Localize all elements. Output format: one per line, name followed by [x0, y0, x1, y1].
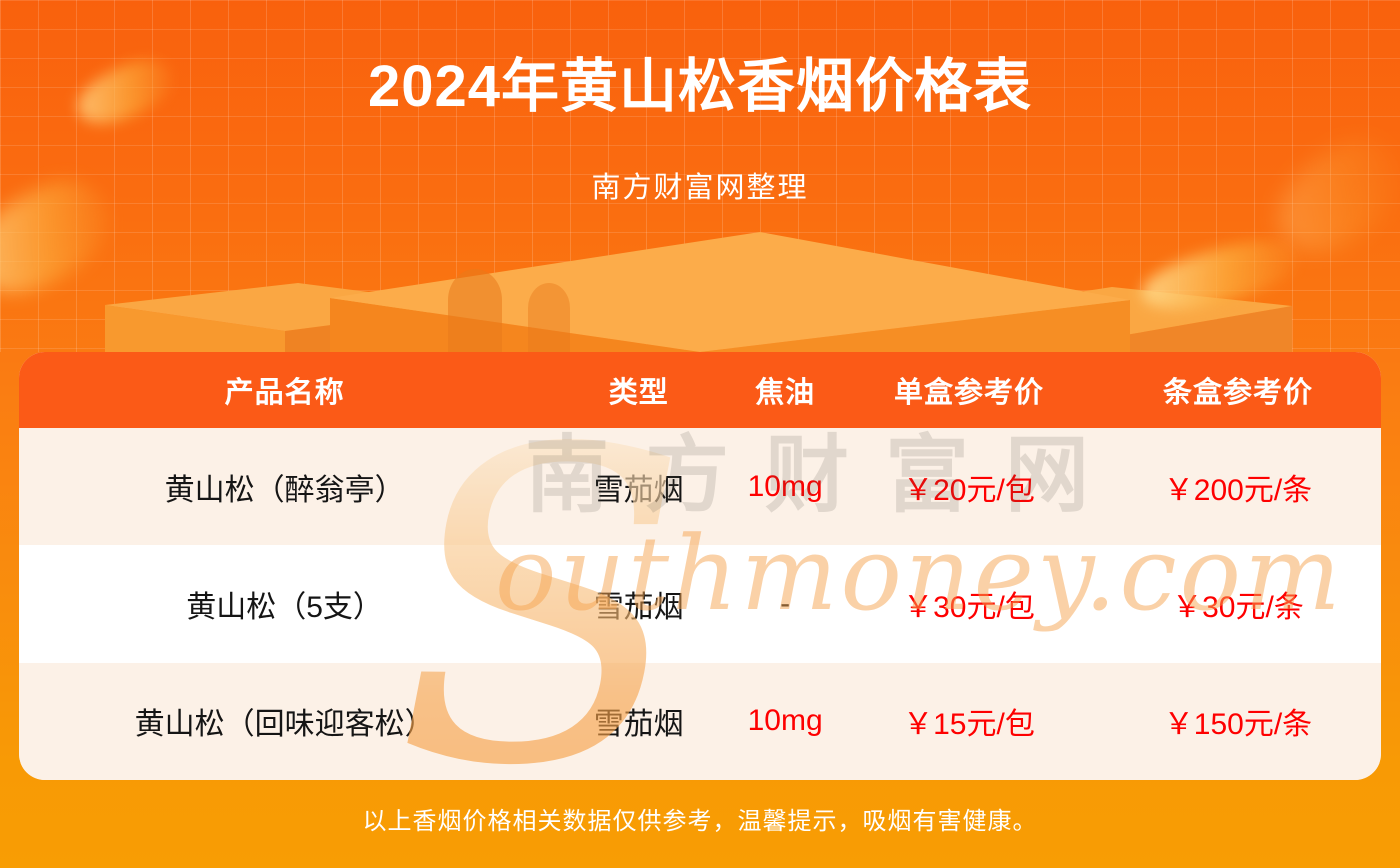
- cell-tar: 10mg: [747, 469, 823, 503]
- cell-type: 雪茄烟: [593, 590, 684, 624]
- cell-carton-price: ￥30元/条: [1172, 590, 1304, 624]
- col-header-type: 类型: [608, 377, 669, 409]
- cell-carton-price: ￥200元/条: [1163, 473, 1313, 507]
- cell-tar: 10mg: [747, 704, 823, 738]
- center-box-top: [330, 232, 1130, 352]
- table-row: 黄山松（醉翁亭） 雪茄烟 10mg ￥20元/包 ￥200元/条: [19, 428, 1381, 546]
- cell-product-name: 黄山松（5支）: [186, 590, 383, 624]
- page-subtitle: 南方财富网整理: [591, 172, 809, 204]
- cell-type: 雪茄烟: [593, 708, 684, 742]
- arch-window-small: [528, 283, 570, 352]
- table-row: 黄山松（5支） 雪茄烟 - ￥30元/包 ￥30元/条: [19, 545, 1381, 663]
- table-header-row: 产品名称 类型 焦油 单盒参考价 条盒参考价: [19, 352, 1381, 428]
- cell-tar: -: [780, 586, 791, 620]
- arch-window-large: [448, 269, 502, 352]
- cell-pack-price: ￥15元/包: [903, 708, 1035, 742]
- cell-pack-price: ￥20元/包: [903, 473, 1035, 507]
- cell-product-name: 黄山松（回味迎客松）: [134, 708, 435, 742]
- table-row: 黄山松（回味迎客松） 雪茄烟 10mg ￥15元/包 ￥150元/条: [19, 662, 1381, 780]
- col-header-pack-price: 单盒参考价: [893, 377, 1044, 409]
- cell-carton-price: ￥150元/条: [1163, 708, 1313, 742]
- col-header-product-name: 产品名称: [224, 377, 345, 409]
- cell-product-name: 黄山松（醉翁亭）: [164, 473, 405, 507]
- footer-note: 以上香烟价格相关数据仅供参考，温馨提示，吸烟有害健康。: [362, 808, 1038, 835]
- cell-pack-price: ￥30元/包: [903, 590, 1035, 624]
- col-header-tar: 焦油: [755, 377, 816, 409]
- page-title: 2024年黄山松香烟价格表: [367, 54, 1033, 119]
- cell-type: 雪茄烟: [593, 473, 684, 507]
- price-table-card: 产品名称 类型 焦油 单盒参考价 条盒参考价 黄山松（醉翁亭） 雪茄烟 10mg…: [19, 352, 1381, 780]
- col-header-carton-price: 条盒参考价: [1162, 377, 1313, 409]
- price-table: 产品名称 类型 焦油 单盒参考价 条盒参考价 黄山松（醉翁亭） 雪茄烟 10mg…: [19, 352, 1381, 780]
